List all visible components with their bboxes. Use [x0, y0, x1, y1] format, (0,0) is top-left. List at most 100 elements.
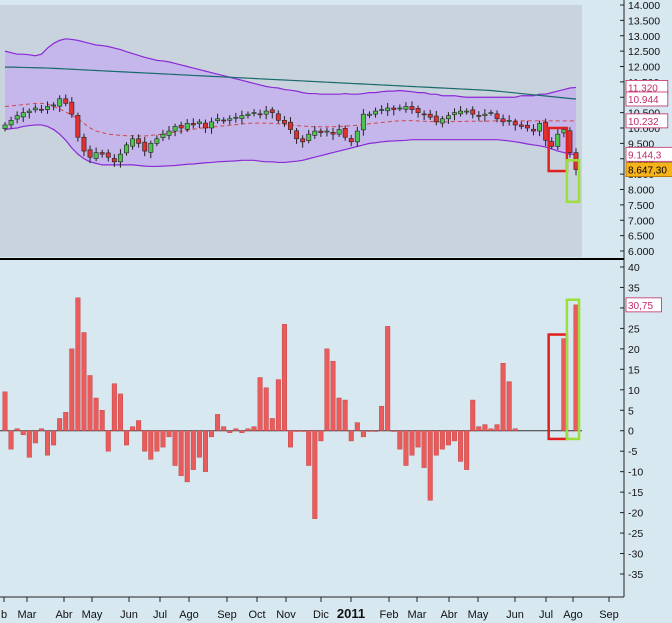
candle-body	[257, 113, 263, 116]
indicator-y-tick-label: -15	[628, 487, 643, 499]
x-tick-label: Ago	[563, 609, 583, 621]
candle	[342, 125, 348, 141]
indicator-y-tick-label: -5	[628, 446, 637, 458]
indicator-bar	[409, 430, 415, 456]
indicator-bar	[415, 430, 421, 448]
candle	[178, 121, 184, 134]
highlight-box-green	[565, 298, 581, 441]
candle	[300, 135, 306, 148]
indicator-bar	[288, 430, 293, 448]
candle-body	[294, 130, 300, 140]
indicator-bar	[136, 420, 142, 431]
candle-body	[433, 115, 439, 123]
indicator-bar	[482, 424, 488, 431]
candle	[26, 108, 32, 119]
candle	[203, 119, 208, 134]
x-axis: b Mar Abr May Jun Jul Ago Sep Oct Nov Dic 2011 Feb Ma…	[0, 596, 624, 621]
candle-body	[567, 130, 573, 153]
indicator-bar	[470, 399, 476, 431]
indicator-bar	[20, 430, 26, 436]
candle	[294, 128, 300, 144]
candle	[373, 107, 378, 118]
candle	[263, 106, 269, 120]
indicator-bar	[26, 430, 32, 458]
x-tick-label: Abr	[440, 609, 457, 621]
candle-body	[81, 136, 87, 152]
candle	[464, 108, 470, 115]
indicator-y-tick-label: -30	[628, 549, 643, 561]
candle-body	[124, 144, 129, 154]
highlight-box-red	[547, 126, 569, 173]
candle-body	[506, 120, 512, 122]
indicator-bar	[75, 297, 81, 431]
axes: 14.00013.50013.00012.50012.00011.50011.0…	[620, 0, 672, 597]
indicator-bar	[506, 381, 512, 431]
price-y-tick-label: 7.000	[628, 215, 654, 227]
indicator-bar	[184, 430, 190, 483]
candle	[251, 109, 257, 117]
indicator-bar	[366, 430, 372, 432]
candle	[306, 129, 312, 144]
price-y-tick-label: 13.500	[628, 15, 660, 27]
indicator-bar	[105, 430, 111, 452]
candle-body	[403, 106, 409, 110]
indicator-bar	[348, 430, 354, 442]
indicator-bar	[117, 393, 123, 431]
candle-body	[269, 109, 275, 113]
price-value-badge: 10.944	[628, 95, 659, 106]
candle	[506, 115, 512, 126]
x-tick-label: May	[82, 609, 103, 621]
candle-body	[69, 101, 75, 115]
price-y-tick-label: 7.500	[628, 200, 654, 212]
candle-body	[306, 133, 312, 141]
candle-body	[336, 129, 342, 135]
x-tick-label: 2011	[337, 606, 365, 621]
indicator-value-badge-bg	[625, 297, 662, 313]
candle-body	[111, 158, 117, 163]
indicator-bar	[221, 426, 227, 431]
indicator-bar	[561, 338, 567, 431]
indicator-y-tick-label: 35	[628, 282, 640, 294]
indicator-y-tick-label: -20	[628, 508, 643, 520]
candle-body	[26, 110, 32, 113]
candle-body	[427, 113, 433, 118]
indicator-bar	[391, 430, 397, 432]
candle	[482, 109, 488, 122]
candle	[318, 128, 324, 137]
candle	[93, 147, 99, 162]
x-tick-label: Sep	[217, 609, 237, 621]
candle	[391, 105, 397, 116]
indicator-bar	[324, 348, 330, 431]
candle-body	[275, 113, 281, 121]
candle	[209, 117, 214, 134]
price-value-badge: 9.144,3	[628, 150, 662, 161]
candle-body	[446, 115, 451, 120]
candle-body	[288, 121, 293, 130]
candle-body	[245, 113, 251, 116]
candle-body	[385, 107, 391, 112]
candle	[166, 126, 172, 140]
candle	[124, 142, 129, 156]
candle-body	[476, 115, 482, 117]
indicator-bar	[32, 430, 38, 444]
candle	[2, 122, 8, 132]
candle-body	[51, 104, 57, 107]
candle	[360, 109, 366, 136]
x-tick-label: Jun	[120, 609, 138, 621]
indicator-bar	[124, 430, 129, 446]
price-value-badge: 8.647,30	[628, 166, 667, 177]
price-y-tick-label: 6.000	[628, 246, 654, 258]
bollinger-band-fill	[5, 38, 576, 167]
candle-body	[75, 115, 81, 138]
candle	[20, 107, 26, 123]
candle-body	[512, 121, 518, 126]
candle	[142, 137, 148, 157]
candle	[512, 118, 518, 131]
candle	[257, 109, 263, 119]
candle	[51, 102, 57, 111]
candle-body	[464, 110, 470, 113]
candle-body	[142, 141, 148, 152]
candle	[148, 140, 154, 159]
candle-body	[215, 118, 221, 121]
price-panel	[0, 5, 582, 257]
